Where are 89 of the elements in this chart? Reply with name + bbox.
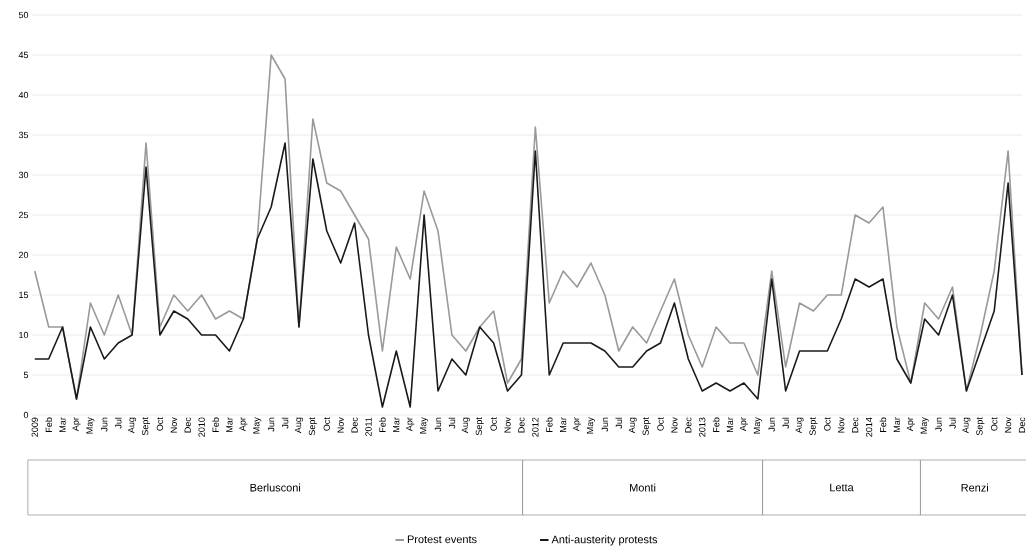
x-tick-label: Nov bbox=[170, 417, 177, 433]
x-tick-label: May bbox=[586, 417, 595, 434]
x-tick-label: Feb bbox=[545, 417, 553, 432]
x-tick-label: Dec bbox=[1018, 417, 1026, 433]
x-tick-label: Feb bbox=[212, 417, 219, 432]
x-tick-label: 2009 bbox=[31, 417, 38, 437]
x-tick-label: May bbox=[86, 417, 95, 434]
y-tick-label: 15 bbox=[19, 291, 29, 299]
legend-label: Protest events bbox=[407, 535, 477, 544]
x-tick-label: 2011 bbox=[365, 417, 372, 437]
x-tick-label: Dec bbox=[852, 417, 859, 433]
x-tick-label: Aug bbox=[628, 417, 637, 434]
x-tick-label: Feb bbox=[712, 417, 720, 432]
y-tick-label: 10 bbox=[19, 331, 29, 339]
text: Monti bbox=[630, 483, 656, 492]
x-tick-label: Jun bbox=[935, 417, 942, 432]
y-tick-label: 40 bbox=[18, 91, 29, 99]
x-tick-label: Aug bbox=[795, 417, 804, 434]
x-tick-label: Oct bbox=[991, 417, 998, 431]
x-tick-label: Jul bbox=[448, 417, 456, 429]
x-tick-label: Jun bbox=[268, 417, 275, 432]
x-tick-label: Oct bbox=[657, 417, 664, 431]
x-tick-label: Oct bbox=[824, 417, 831, 431]
x-tick-label: Apr bbox=[406, 417, 415, 432]
x-tick-label: Oct bbox=[156, 417, 164, 431]
x-tick-label: Feb bbox=[379, 417, 386, 432]
x-tick-label: Dec bbox=[184, 417, 191, 433]
text: Renzi bbox=[961, 483, 988, 492]
x-tick-label: Aug bbox=[962, 417, 971, 434]
x-tick-label: Feb bbox=[45, 417, 52, 432]
x-tick-label: Jul bbox=[114, 417, 122, 429]
x-tick-label: Jul bbox=[949, 417, 956, 429]
x-tick-label: Dec bbox=[351, 417, 358, 433]
x-tick-label: Apr bbox=[72, 417, 81, 432]
x-tick-label: Mar bbox=[726, 417, 734, 432]
x-tick-label: May bbox=[753, 417, 762, 434]
x-tick-label: Oct bbox=[323, 417, 330, 431]
x-tick-label: Apr bbox=[906, 417, 915, 432]
x-tick-label: Mar bbox=[59, 417, 66, 432]
x-tick-label: Nov bbox=[504, 417, 511, 433]
x-tick-label: Oct bbox=[490, 417, 497, 431]
x-tick-label: May bbox=[920, 417, 929, 434]
x-tick-label: Sept bbox=[809, 417, 818, 436]
x-tick-label: Nov bbox=[671, 417, 678, 433]
legend-label: Anti-austerity protests bbox=[551, 535, 658, 546]
x-tick-label: 2010 bbox=[198, 417, 205, 437]
x-tick-label: Jul bbox=[281, 417, 289, 429]
x-tick-label: Aug bbox=[128, 417, 137, 434]
x-tick-label: 2014 bbox=[865, 417, 873, 437]
x-tick-label: Feb bbox=[879, 417, 887, 432]
x-tick-label: Dec bbox=[685, 417, 692, 433]
x-tick-label: 2012 bbox=[532, 417, 539, 437]
x-tick-label: Mar bbox=[226, 417, 233, 432]
x-tick-label: Sept bbox=[475, 417, 484, 436]
y-tick-label: 50 bbox=[18, 11, 29, 19]
x-tick-label: Nov bbox=[838, 417, 845, 433]
x-tick-label: Apr bbox=[239, 417, 248, 432]
x-tick-label: Apr bbox=[739, 417, 748, 432]
x-tick-label: Sept bbox=[308, 417, 317, 436]
x-tick-label: Nov bbox=[337, 417, 344, 433]
y-tick-label: 5 bbox=[23, 371, 29, 379]
y-tick-label: 30 bbox=[18, 171, 29, 179]
x-tick-label: 2013 bbox=[699, 417, 706, 437]
x-tick-label: May bbox=[253, 417, 262, 434]
x-tick-label: Jun bbox=[434, 417, 442, 432]
x-tick-label: Jul bbox=[782, 417, 789, 429]
x-tick-label: Apr bbox=[573, 417, 582, 432]
x-tick-label: Jun bbox=[101, 417, 108, 432]
x-tick-label: Nov bbox=[1004, 417, 1012, 433]
text: Letta bbox=[830, 483, 854, 492]
x-tick-label: Dec bbox=[518, 417, 525, 433]
y-tick-label: 45 bbox=[18, 51, 29, 59]
x-tick-label: Jun bbox=[601, 417, 609, 432]
text: Berlusconi bbox=[250, 483, 301, 492]
y-tick-label: 0 bbox=[23, 411, 29, 419]
x-tick-label: Sept bbox=[976, 417, 985, 436]
x-tick-label: Mar bbox=[893, 417, 900, 432]
x-tick-label: Mar bbox=[393, 417, 400, 432]
y-tick-label: 20 bbox=[18, 251, 29, 259]
x-tick-label: Aug bbox=[461, 417, 470, 434]
x-tick-label: Aug bbox=[294, 417, 303, 434]
x-tick-label: Jul bbox=[615, 417, 623, 429]
y-tick-label: 35 bbox=[18, 131, 29, 139]
x-tick-label: May bbox=[420, 417, 429, 434]
y-tick-label: 25 bbox=[18, 211, 29, 219]
x-tick-label: Sept bbox=[642, 417, 651, 436]
x-tick-label: Mar bbox=[560, 417, 567, 432]
x-tick-label: Sept bbox=[141, 417, 151, 436]
x-tick-label: Jun bbox=[768, 417, 775, 432]
